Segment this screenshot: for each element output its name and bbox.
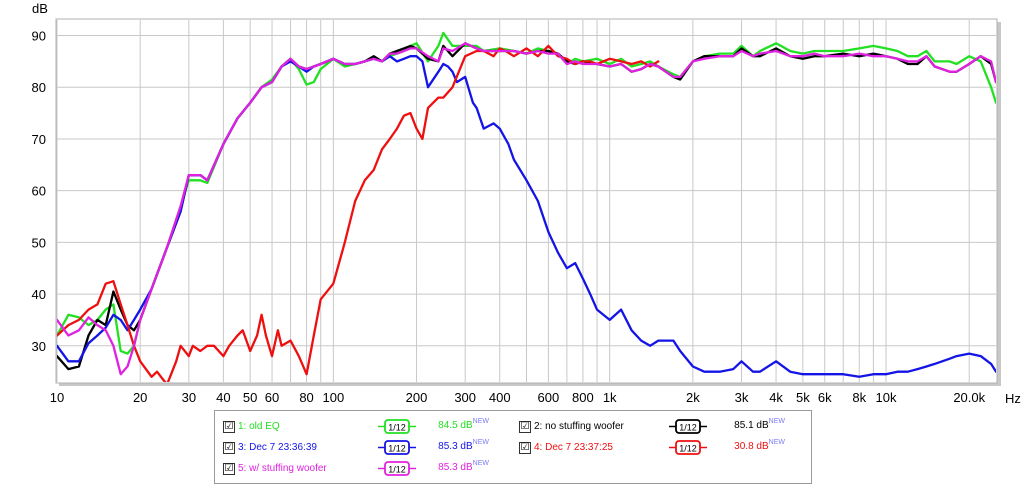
level-text-s1: 84.5 dB [438,420,473,431]
x-tick-label: 5k [796,390,810,405]
smoothing-icon: 1/12 [669,440,707,455]
legend-smoothing-s4[interactable]: 1/12 [669,440,707,455]
x-tick-label: 600 [538,390,560,405]
x-tick-label: 300 [454,390,476,405]
level-text-s5: 85.3 dB [438,462,473,473]
x-tick-label: 50 [243,390,257,405]
legend-name-s4: 4: Dec 7 23:37:25 [534,442,613,453]
y-tick-label: 80 [32,80,46,95]
legend-item-s5: ☑ 5: w/ stuffing woofer 1/12 85.3 dBNEW [223,460,513,477]
x-tick-label: 1k [603,390,617,405]
level-text-s2: 85.1 dB [734,420,769,431]
x-tick-label: 8k [852,390,866,405]
new-tag-s3: NEW [472,439,489,446]
smoothing-icon: 1/12 [669,419,707,434]
legend-checkbox-s4[interactable]: ☑ [519,442,531,454]
level-text-s3: 85.3 dB [438,441,473,452]
legend-checkbox-s2[interactable]: ☑ [519,421,531,433]
smoothing-icon: 1/12 [378,440,416,455]
smoothing-label: 1/12 [388,444,406,454]
x-tick-label: 2k [686,390,700,405]
x-tick-label: 10 [50,390,64,405]
smoothing-label: 1/12 [388,465,406,475]
legend-smoothing-s5[interactable]: 1/12 [378,461,416,476]
x-tick-label: 10k [876,390,897,405]
x-tick-label: 3k [735,390,749,405]
x-tick-label: 20.0k [953,390,985,405]
legend-panel: ☑ 1: old EQ 1/12 84.5 dBNEW ☑ 2: no stuf… [214,410,812,484]
legend-name-s2: 2: no stuffing woofer [534,421,624,432]
legend-level-s3: 85.3 dBNEW [423,439,489,452]
legend-level-s4: 30.8 dBNEW [719,439,785,452]
x-tick-label: 80 [299,390,313,405]
series-line-5 [57,42,996,376]
level-text-s4: 30.8 dB [734,441,769,452]
y-tick-labels: 30 40 50 60 70 80 90 [32,29,46,354]
y-tick-label: 50 [32,235,46,250]
x-tick-label: 60 [265,390,279,405]
legend-item-s2: ☑ 2: no stuffing woofer 1/12 85.1 dBNEW [519,418,809,435]
grid-lines [56,20,996,382]
new-tag-s5: NEW [472,460,489,467]
x-tick-label: 200 [406,390,428,405]
legend-checkbox-s1[interactable]: ☑ [223,421,235,433]
new-tag-s4: NEW [768,439,785,446]
y-unit-label: dB [32,1,48,16]
legend-smoothing-s3[interactable]: 1/12 [378,440,416,455]
series-line-4 [57,44,660,382]
y-tick-label: 70 [32,132,46,147]
new-tag-s1: NEW [472,418,489,425]
x-tick-label: 800 [572,390,594,405]
legend-level-s5: 85.3 dBNEW [423,460,489,473]
legend-checkbox-s5[interactable]: ☑ [223,463,235,475]
x-tick-label: 400 [489,390,511,405]
legend-name-s3: 3: Dec 7 23:36:39 [238,442,317,453]
x-tick-label: 20 [133,390,147,405]
legend-smoothing-s1[interactable]: 1/12 [378,419,416,434]
y-tick-label: 30 [32,339,46,354]
smoothing-icon: 1/12 [378,461,416,476]
x-tick-label: 6k [818,390,832,405]
x-unit-label: Hz [1005,391,1021,406]
legend-name-s5: 5: w/ stuffing woofer [238,463,327,474]
legend-level-s2: 85.1 dBNEW [719,418,785,431]
legend-item-s4: ☑ 4: Dec 7 23:37:25 1/12 30.8 dBNEW [519,439,809,456]
series-lines [57,31,996,382]
frequency-response-chart: 30 40 50 60 70 80 90 10 20 30 40 50 60 80 100 200 300 40… [32,1,1021,406]
x-tick-label: 100 [322,390,344,405]
y-tick-label: 40 [32,287,46,302]
legend-name-s1: 1: old EQ [238,421,280,432]
smoothing-icon: 1/12 [378,419,416,434]
legend-checkbox-s3[interactable]: ☑ [223,442,235,454]
legend-item-s3: ☑ 3: Dec 7 23:36:39 1/12 85.3 dBNEW [223,439,513,456]
x-tick-label: 30 [182,390,196,405]
legend-smoothing-s2[interactable]: 1/12 [669,419,707,434]
y-tick-label: 60 [32,184,46,199]
legend-level-s1: 84.5 dBNEW [423,418,489,431]
x-tick-labels: 10 20 30 40 50 60 80 100 200 300 400 600 800 1k 2k 3k 4k… [50,390,986,405]
x-tick-label: 4k [769,390,783,405]
legend-item-s1: ☑ 1: old EQ 1/12 84.5 dBNEW [223,418,513,435]
smoothing-label: 1/12 [679,423,697,433]
x-tick-label: 40 [216,390,230,405]
new-tag-s2: NEW [768,418,785,425]
smoothing-label: 1/12 [388,423,406,433]
y-tick-label: 90 [32,29,46,44]
smoothing-label: 1/12 [679,444,697,454]
